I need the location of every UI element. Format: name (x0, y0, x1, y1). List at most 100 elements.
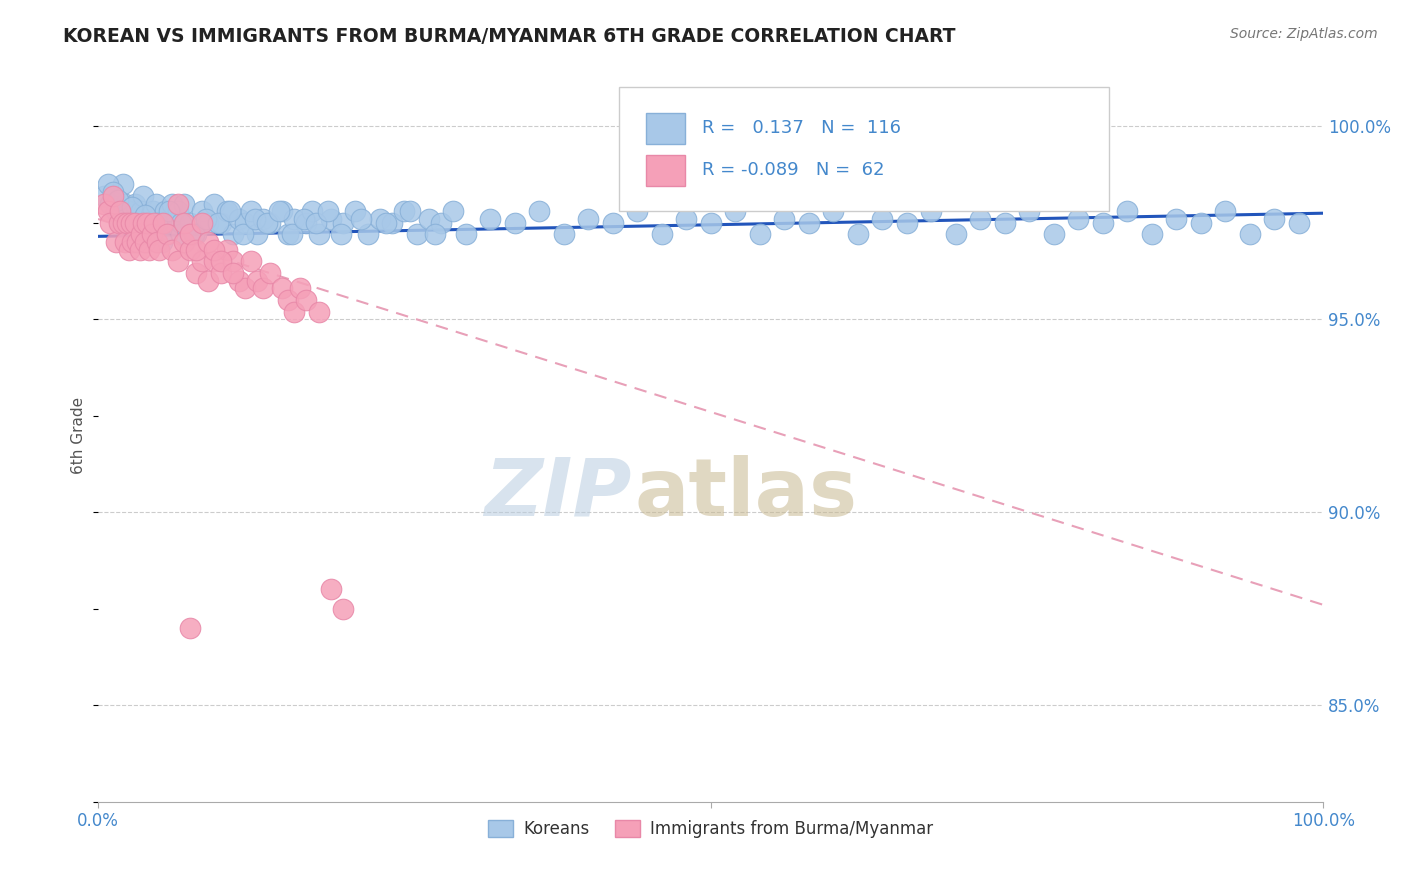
Point (157, 204, 180, 219)
Point (93, 189, 115, 203)
Point (136, 216, 159, 230)
Point (121, 201, 143, 215)
Point (748, 227, 770, 242)
Text: ZIP: ZIP (484, 455, 631, 533)
Point (179, 216, 201, 230)
Point (374, 216, 396, 230)
Point (138, 227, 160, 242)
Point (240, 254, 263, 268)
Point (101, 185, 124, 199)
Point (117, 216, 139, 230)
Point (280, 227, 302, 242)
Point (405, 227, 427, 242)
Point (1067, 212, 1090, 227)
Legend: Koreans, Immigrants from Burma/Myanmar: Koreans, Immigrants from Burma/Myanmar (482, 813, 939, 845)
Point (108, 216, 131, 230)
Point (252, 281, 274, 295)
Point (1189, 216, 1212, 230)
Point (197, 274, 219, 288)
Point (209, 266, 232, 280)
Point (111, 216, 134, 230)
Point (146, 216, 169, 230)
Point (121, 235, 143, 249)
Point (626, 204, 648, 219)
Point (170, 227, 193, 242)
Point (98, 216, 121, 230)
Point (228, 212, 250, 227)
Point (246, 227, 269, 242)
Point (105, 204, 128, 219)
Point (576, 212, 599, 227)
Point (773, 212, 796, 227)
Point (441, 204, 464, 219)
Point (166, 204, 188, 219)
Point (173, 235, 195, 249)
Point (1140, 227, 1163, 242)
Point (418, 212, 440, 227)
Point (305, 216, 328, 230)
Point (101, 189, 124, 203)
Point (179, 227, 201, 242)
Bar (645, 155, 685, 186)
Point (120, 216, 142, 230)
Point (290, 281, 312, 295)
Point (920, 204, 942, 219)
Point (969, 212, 991, 227)
Point (127, 216, 149, 230)
Point (128, 243, 150, 257)
Point (228, 274, 250, 288)
Point (233, 216, 256, 230)
Point (197, 235, 219, 249)
Point (846, 227, 869, 242)
Point (870, 212, 893, 227)
Point (699, 216, 721, 230)
Point (114, 196, 136, 211)
Point (204, 254, 226, 268)
Point (179, 243, 201, 257)
Point (124, 216, 146, 230)
Text: R =   0.137   N =  116: R = 0.137 N = 116 (702, 119, 901, 136)
Point (173, 196, 195, 211)
Point (527, 204, 550, 219)
Point (93, 196, 115, 211)
Point (308, 227, 330, 242)
Point (191, 216, 214, 230)
Point (319, 212, 342, 227)
Point (277, 227, 299, 242)
Point (143, 216, 166, 230)
Point (430, 216, 453, 230)
Point (1288, 216, 1310, 230)
Point (148, 243, 170, 257)
Point (259, 216, 281, 230)
Point (277, 293, 299, 307)
Point (150, 235, 173, 249)
Bar (645, 113, 685, 144)
Point (332, 601, 354, 615)
Point (204, 196, 226, 211)
Point (233, 281, 256, 295)
Point (945, 227, 967, 242)
Point (184, 227, 207, 242)
Point (160, 243, 183, 257)
Point (191, 254, 214, 268)
Point (127, 235, 149, 249)
Point (1116, 204, 1139, 219)
Point (1166, 212, 1188, 227)
Point (823, 204, 845, 219)
Point (207, 216, 229, 230)
Point (179, 621, 201, 635)
Point (222, 266, 245, 280)
Point (270, 204, 292, 219)
Point (1239, 227, 1261, 242)
Point (269, 204, 291, 219)
Point (146, 235, 169, 249)
Point (197, 216, 219, 230)
Point (129, 204, 152, 219)
Point (318, 204, 340, 219)
Point (319, 582, 342, 597)
Point (1018, 204, 1040, 219)
Point (308, 304, 330, 318)
Point (163, 216, 186, 230)
Point (270, 281, 292, 295)
Point (184, 266, 207, 280)
